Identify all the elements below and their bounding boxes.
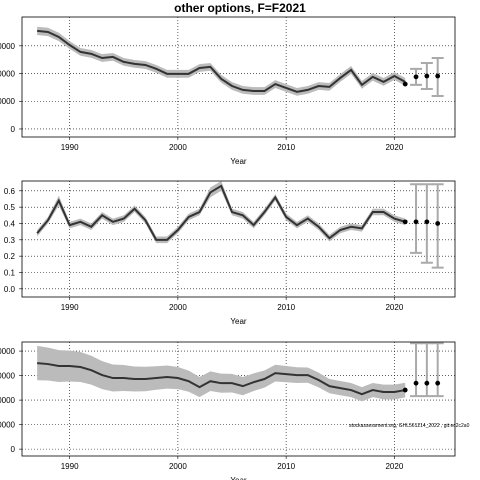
forecast-point: [402, 387, 408, 393]
forecast-point: [435, 221, 441, 226]
y-tick-label: 0: [11, 125, 16, 134]
error-bar: [420, 342, 433, 398]
confidence-band: [37, 181, 406, 244]
panel: 199020002010202000000000000000000Yearsto…: [0, 341, 470, 480]
annotation: stockassessment.org, GHL561214_2022 , gi…: [349, 423, 470, 429]
x-tick-label: 1990: [61, 462, 79, 471]
forecast-point: [435, 380, 441, 386]
x-tick-label: 1990: [61, 303, 79, 312]
y-tick-label: 0.1: [4, 268, 16, 277]
x-tick-label: 1990: [61, 143, 79, 152]
x-axis-title: Year: [230, 157, 247, 166]
x-tick-label: 2000: [169, 462, 187, 471]
chart-title: other options, F=F2021: [174, 1, 306, 15]
x-tick-label: 2000: [169, 143, 187, 152]
y-tick-label: 0.0: [4, 285, 16, 294]
error-bar: [431, 183, 444, 269]
y-tick-label: 0: [11, 445, 16, 454]
x-tick-label: 2020: [385, 462, 403, 471]
error-bar: [410, 342, 423, 398]
x-tick-label: 2020: [385, 143, 403, 152]
x-axis-title: Year: [230, 476, 247, 480]
forecast-point: [402, 219, 408, 225]
estimate-line: [37, 29, 406, 93]
y-tick-label: 0.2: [4, 252, 16, 261]
x-tick-label: 2010: [277, 143, 295, 152]
estimate-line: [36, 184, 406, 241]
forecast-point: [424, 73, 430, 79]
x-tick-label: 2020: [385, 303, 403, 312]
x-tick-label: 2010: [277, 303, 295, 312]
error-bar: [410, 183, 423, 254]
confidence-band: [37, 345, 406, 402]
forecast-point: [424, 219, 430, 225]
y-tick-label: 0.3: [4, 236, 16, 245]
plot-frame: [21, 180, 456, 298]
x-tick-label: 2010: [277, 462, 295, 471]
forecast-point: [435, 73, 441, 79]
y-tick-label: 0.5: [4, 203, 16, 212]
panel: 19902000201020200000000000000Year: [0, 16, 456, 166]
x-axis-title: Year: [230, 317, 247, 326]
y-tick-label: 0.6: [4, 187, 16, 196]
panel: 1990 2000 2010 2020 0.0 0.1 0.2 0.3 0.4 0.5 0.6 Yea…: [4, 180, 456, 326]
x-tick-label: 2000: [169, 303, 187, 312]
forecast-point: [424, 380, 430, 386]
error-bar: [431, 342, 444, 398]
confidence-band: [37, 26, 406, 96]
forecast-point: [402, 81, 408, 87]
plot-frame: [21, 341, 456, 457]
plot-frame: [21, 16, 456, 138]
forecast-point: [413, 219, 419, 225]
estimate-line: [37, 362, 406, 396]
forecast-point: [413, 380, 419, 386]
y-tick-label: 0.4: [4, 219, 16, 228]
forecast-point: [413, 74, 419, 80]
